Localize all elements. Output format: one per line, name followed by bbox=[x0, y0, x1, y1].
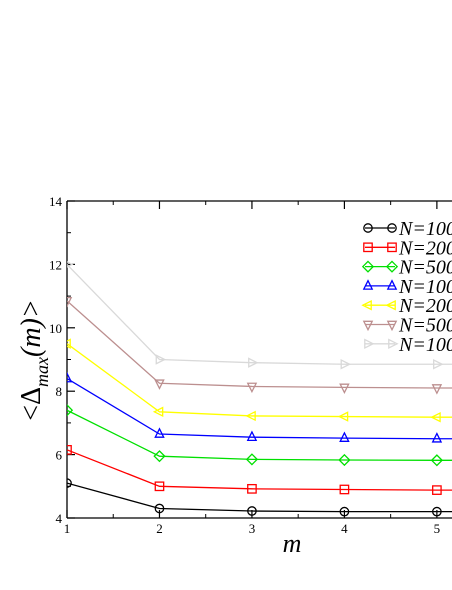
legend-label: N=1000 bbox=[398, 218, 452, 240]
legend-marker bbox=[387, 223, 397, 233]
data-point bbox=[339, 484, 350, 495]
legend-label: N=5000 bbox=[398, 257, 452, 279]
data-point bbox=[340, 359, 352, 370]
series-line bbox=[67, 377, 452, 440]
legend-label: N=20000 bbox=[398, 295, 452, 317]
x-tick-label: 3 bbox=[249, 521, 256, 536]
data-point bbox=[247, 506, 257, 516]
legend-label: N=2000 bbox=[398, 237, 452, 259]
x-tick-label: 1 bbox=[64, 521, 71, 536]
data-point bbox=[245, 453, 259, 466]
data-point bbox=[246, 382, 258, 394]
data-point bbox=[67, 338, 71, 349]
y-tick-label: 6 bbox=[56, 448, 63, 463]
data-point bbox=[339, 383, 350, 395]
series-3 bbox=[67, 404, 452, 467]
data-point bbox=[154, 379, 165, 390]
y-tick-label: 4 bbox=[56, 511, 63, 526]
data-point bbox=[430, 454, 444, 467]
data-point bbox=[153, 450, 166, 463]
data-point bbox=[152, 406, 164, 418]
series-line bbox=[67, 449, 452, 491]
data-point bbox=[338, 453, 351, 467]
data-point bbox=[248, 357, 259, 368]
y-axis-label-main: <Δ bbox=[16, 387, 47, 421]
legend-marker bbox=[362, 320, 374, 332]
series-2 bbox=[67, 444, 452, 495]
series-line bbox=[67, 343, 452, 418]
y-tick-label: 14 bbox=[49, 194, 63, 209]
data-point bbox=[154, 503, 165, 514]
data-point bbox=[67, 261, 74, 268]
legend-marker bbox=[385, 299, 396, 311]
data-point bbox=[154, 427, 165, 438]
data-point bbox=[246, 430, 258, 442]
y-tick-label: 10 bbox=[49, 321, 62, 336]
legend-marker bbox=[386, 279, 398, 290]
legend-marker bbox=[388, 338, 399, 350]
data-point bbox=[67, 478, 72, 488]
y-axis-label-subscript: max bbox=[32, 357, 52, 387]
series-4 bbox=[67, 371, 452, 443]
data-point bbox=[433, 359, 444, 370]
legend-marker bbox=[387, 242, 397, 253]
data-point bbox=[155, 354, 167, 365]
data-point bbox=[67, 371, 73, 383]
plot-area bbox=[67, 261, 452, 517]
data-point bbox=[337, 411, 349, 422]
legend: N=1000N=2000N=5000N=10000N=20000N=50000N… bbox=[361, 218, 452, 356]
series-6 bbox=[67, 297, 452, 395]
data-point bbox=[431, 384, 443, 395]
legend-marker bbox=[363, 223, 373, 233]
legend-label: N=50000 bbox=[398, 315, 452, 337]
series-line bbox=[67, 300, 452, 389]
legend-marker bbox=[386, 320, 398, 332]
data-point bbox=[67, 404, 74, 417]
data-point bbox=[67, 297, 73, 308]
data-point bbox=[432, 485, 442, 495]
legend-marker bbox=[362, 279, 374, 290]
x-tick-label: 4 bbox=[341, 521, 348, 536]
data-point bbox=[339, 431, 350, 442]
legend-marker bbox=[361, 299, 372, 311]
data-point bbox=[431, 432, 443, 443]
legend-marker bbox=[361, 260, 375, 273]
legend-label: N=10000 bbox=[398, 276, 452, 298]
series-line bbox=[67, 482, 452, 513]
y-axis-label-suffix: (m)> bbox=[16, 299, 47, 357]
y-tick-label: 12 bbox=[49, 257, 62, 272]
x-tick-label: 2 bbox=[156, 521, 163, 536]
y-axis-label: <Δmax(m)> bbox=[16, 299, 52, 421]
x-tick-label: 5 bbox=[434, 521, 441, 536]
data-point bbox=[430, 411, 441, 423]
data-point bbox=[339, 506, 350, 517]
data-point bbox=[67, 444, 72, 455]
data-point bbox=[154, 481, 165, 492]
legend-marker bbox=[385, 260, 399, 273]
y-tick-label: 8 bbox=[56, 384, 63, 399]
legend-label: N=100000 bbox=[398, 334, 452, 356]
legend-marker bbox=[364, 338, 375, 350]
series-1 bbox=[67, 478, 452, 517]
series-line bbox=[67, 409, 452, 461]
series-7 bbox=[67, 261, 452, 370]
data-point bbox=[432, 506, 442, 517]
series-5 bbox=[67, 338, 452, 423]
data-point bbox=[247, 483, 257, 494]
series-line bbox=[67, 263, 452, 365]
x-axis-label: m bbox=[283, 529, 302, 558]
data-point bbox=[245, 410, 256, 422]
legend-marker bbox=[363, 242, 373, 253]
